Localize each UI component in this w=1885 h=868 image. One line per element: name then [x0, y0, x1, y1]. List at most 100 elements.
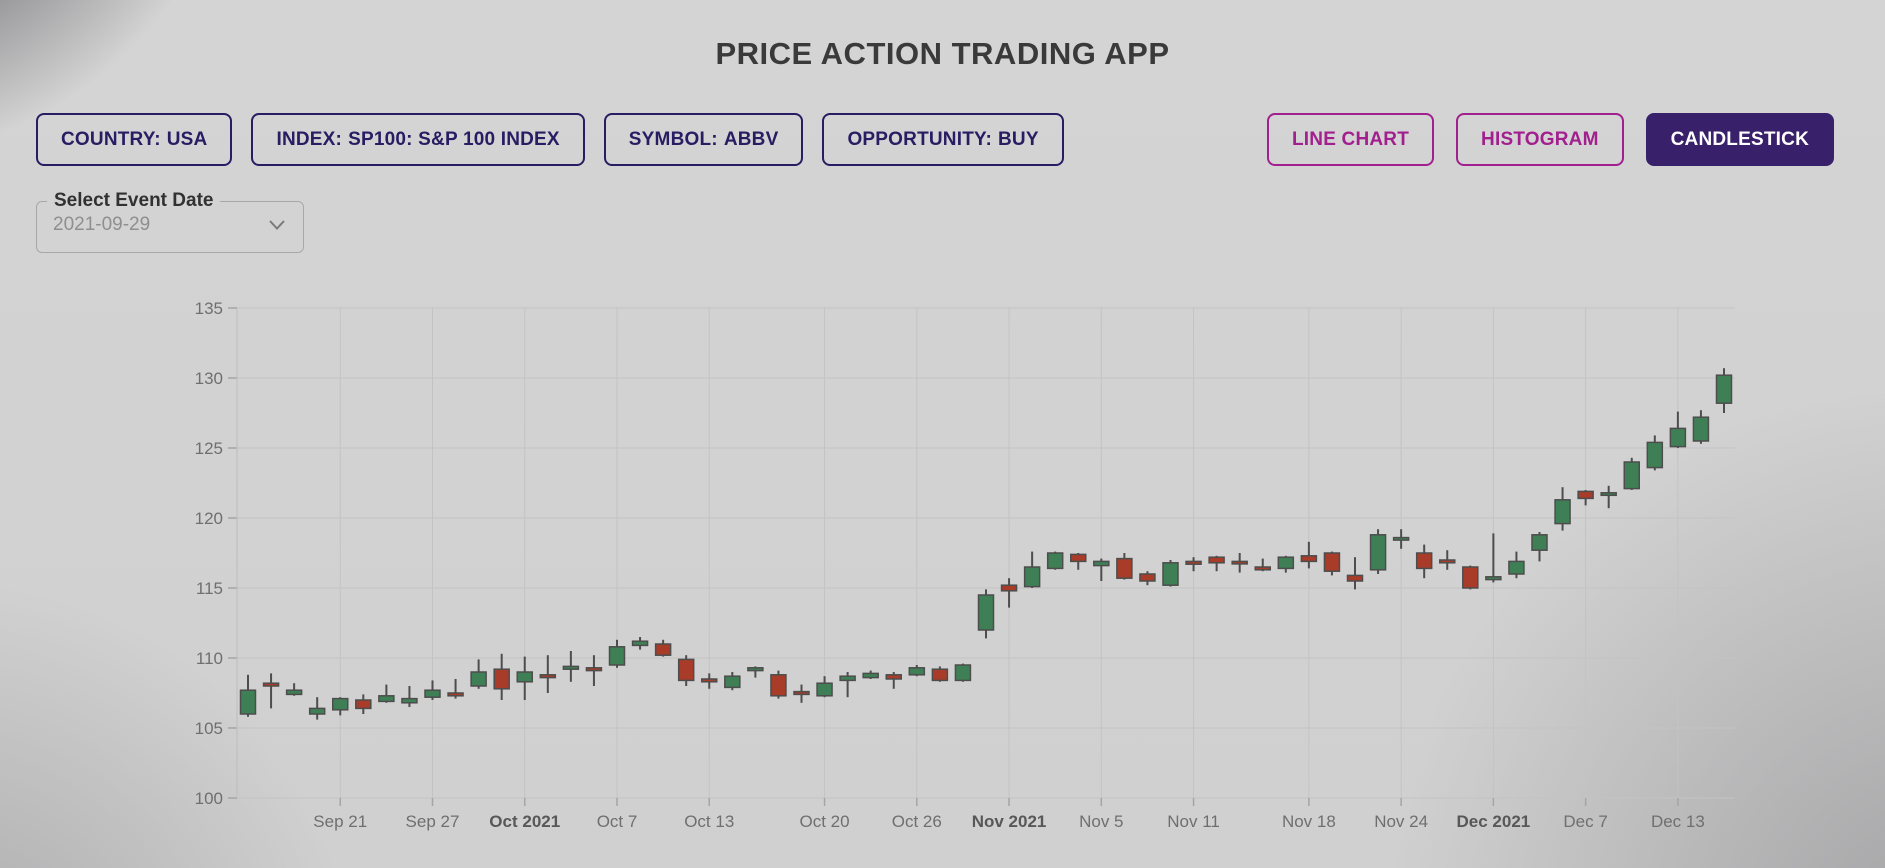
candle-up	[562, 665, 580, 670]
y-tick-label: 105	[195, 719, 223, 738]
candle-down	[585, 667, 603, 672]
candle-up	[1623, 461, 1640, 490]
y-tick-label: 120	[195, 509, 223, 528]
symbol-value: ABBV	[723, 128, 779, 150]
event-date-value: 2021-09-29	[53, 214, 151, 235]
candle-up	[954, 664, 972, 682]
candle-down	[1185, 560, 1202, 565]
candle-down	[1323, 552, 1341, 572]
candle-down	[1577, 490, 1594, 500]
candle-down	[1116, 557, 1133, 579]
candle-up	[332, 697, 349, 711]
y-tick-label: 115	[196, 579, 223, 598]
chevron-down-icon	[269, 220, 285, 230]
x-tick-label: Dec 13	[1651, 812, 1705, 831]
x-tick-label: Oct 26	[892, 812, 942, 831]
country-label: COUNTRY:	[61, 128, 161, 150]
page-title: PRICE ACTION TRADING APP	[715, 36, 1170, 71]
chart-type-toolbar: LINE CHART HISTOGRAM CANDLESTICK	[1266, 113, 1834, 166]
x-tick-label: Oct 2021	[489, 812, 560, 831]
candle-up	[908, 667, 926, 676]
candle-up	[424, 689, 441, 698]
candle-up	[1531, 534, 1548, 551]
candle-down	[654, 643, 672, 656]
candle-down	[1254, 566, 1271, 571]
opportunity-label: OPPORTUNITY:	[847, 128, 993, 150]
candle-down	[539, 674, 557, 679]
candle-down	[1462, 566, 1479, 589]
candle-up	[285, 689, 303, 696]
candle-up	[747, 667, 764, 672]
x-tick-label: Dec 7	[1563, 812, 1607, 831]
candle-up	[977, 594, 995, 631]
x-tick-label: Sep 21	[313, 812, 367, 831]
line-chart-button[interactable]: LINE CHART	[1266, 113, 1435, 166]
candle-down	[262, 682, 280, 687]
candle-up	[1277, 556, 1295, 570]
index-value: SP100: S&P 100 INDEX	[348, 128, 560, 150]
symbol-label: SYMBOL:	[628, 128, 718, 150]
candle-down	[1139, 573, 1156, 582]
candle-up	[724, 675, 741, 689]
candle-down	[355, 699, 372, 710]
candle-up	[1692, 416, 1710, 442]
y-tick-label: 110	[196, 649, 223, 668]
candle-down	[1346, 574, 1364, 582]
candle-down	[1231, 560, 1248, 565]
histogram-button[interactable]: HISTOGRAM	[1456, 113, 1624, 166]
event-date-select[interactable]: Select Event Date 2021-09-29	[36, 190, 304, 253]
candle-up	[1554, 499, 1571, 525]
country-value: USA	[166, 128, 208, 150]
candle-down	[1070, 553, 1087, 563]
x-tick-label: Nov 18	[1282, 812, 1336, 831]
x-tick-label: Nov 2021	[972, 812, 1047, 831]
candle-down	[1208, 556, 1225, 564]
index-button[interactable]: INDEX: SP100: S&P 100 INDEX	[251, 113, 585, 166]
y-tick-label: 135	[195, 299, 223, 318]
candle-down	[1300, 555, 1318, 563]
x-tick-label: Oct 20	[800, 812, 850, 831]
candle-down	[493, 668, 510, 690]
candle-up	[239, 689, 257, 715]
candle-up	[1485, 576, 1502, 581]
candle-up	[1046, 552, 1064, 570]
candle-up	[470, 671, 487, 687]
candlestick-button[interactable]: CANDLESTICK	[1645, 113, 1834, 166]
candle-down	[701, 678, 718, 683]
candle-down	[885, 674, 902, 680]
candle-up	[608, 646, 626, 666]
x-tick-label: Dec 2021	[1457, 812, 1531, 831]
candle-up	[1600, 492, 1617, 497]
candle-up	[401, 697, 418, 704]
x-tick-label: Nov 11	[1167, 812, 1220, 831]
candle-up	[862, 672, 879, 679]
candle-up	[816, 682, 833, 697]
symbol-button[interactable]: SYMBOL: ABBV	[603, 113, 804, 166]
candle-up	[631, 640, 649, 647]
candle-up	[1646, 441, 1664, 469]
opportunity-button[interactable]: OPPORTUNITY: BUY	[822, 113, 1064, 166]
candle-down	[1439, 559, 1456, 564]
candle-down	[447, 692, 464, 697]
candle-down	[770, 674, 787, 697]
y-tick-label: 125	[195, 439, 223, 458]
event-date-label: Select Event Date	[54, 190, 214, 211]
x-tick-label: Nov 24	[1374, 812, 1428, 831]
country-button[interactable]: COUNTRY: USA	[36, 113, 233, 166]
y-tick-label: 130	[195, 369, 223, 388]
candle-up	[1369, 534, 1387, 571]
candle-up	[516, 671, 533, 683]
candle-down	[931, 668, 949, 682]
candle-up	[378, 695, 395, 703]
candle-down	[1415, 552, 1433, 570]
candle-up	[839, 675, 856, 682]
candle-up	[1162, 562, 1179, 586]
x-tick-label: Sep 27	[406, 812, 460, 831]
index-label: INDEX:	[276, 128, 343, 150]
event-date-dropdown[interactable]: 2021-09-29	[37, 212, 303, 248]
candle-up	[1023, 566, 1041, 588]
candle-down	[1000, 584, 1018, 592]
y-tick-label: 100	[195, 789, 223, 808]
